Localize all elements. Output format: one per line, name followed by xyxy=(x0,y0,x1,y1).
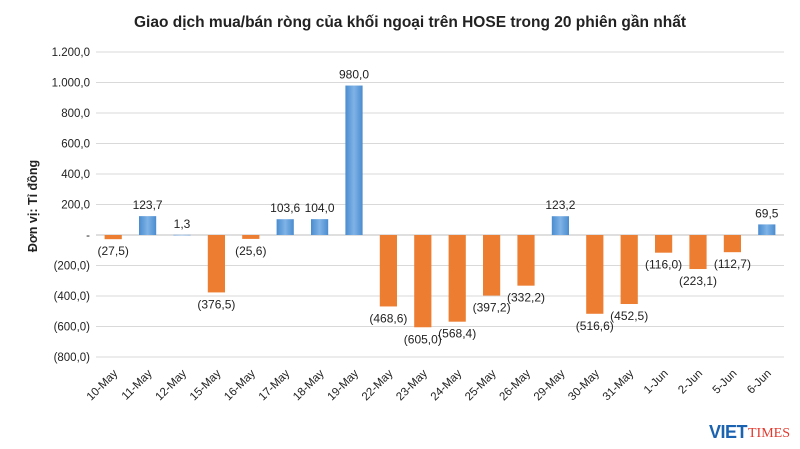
x-axis-ticks: 10-May 11-May12-May15-May16-May17-May18-M… xyxy=(85,367,774,403)
x-tick-label: 22-May xyxy=(360,367,396,403)
data-label: (376,5) xyxy=(197,297,235,311)
data-label: 123,7 xyxy=(133,198,163,212)
x-tick-label: 17-May xyxy=(257,367,293,403)
y-tick-label: 800,0 xyxy=(61,108,90,120)
bar-2-Jun xyxy=(689,235,707,270)
data-label: (25,6) xyxy=(235,244,266,258)
bar-12-May xyxy=(173,234,191,236)
bar-6-Jun xyxy=(758,224,776,235)
x-tick-label: 19-May xyxy=(326,367,362,403)
y-tick-label: - xyxy=(86,230,90,242)
x-tick-label: 25-May xyxy=(463,367,499,403)
data-label: (223,1) xyxy=(679,274,717,288)
x-tick-label: 15-May xyxy=(188,367,224,403)
bar-18-May xyxy=(311,219,329,235)
data-label: 104,0 xyxy=(305,201,335,215)
bar-25-May xyxy=(483,235,501,296)
y-tick-label: 400,0 xyxy=(61,169,90,181)
data-label: (332,2) xyxy=(507,291,545,305)
bar-15-May xyxy=(207,235,225,293)
y-axis-label: Đơn vị: Tỉ đồng xyxy=(26,160,40,252)
data-label: 123,2 xyxy=(545,198,575,212)
bar-24-May xyxy=(448,235,466,322)
x-tick-label: 18-May xyxy=(291,367,327,403)
data-label: 103,6 xyxy=(270,201,300,215)
y-tick-label: 1.000,0 xyxy=(52,78,90,90)
x-tick-label: 26-May xyxy=(498,367,534,403)
bars xyxy=(104,85,776,328)
bar-31-May xyxy=(620,235,638,305)
data-label: (516,6) xyxy=(576,319,614,333)
y-tick-label: (200,0) xyxy=(54,261,91,273)
bar-22-May xyxy=(379,235,397,307)
data-label: (568,4) xyxy=(438,327,476,341)
bar-26-May xyxy=(517,235,535,286)
bar-30-May xyxy=(586,235,604,314)
x-tick-label: 2-Jun xyxy=(676,368,705,397)
chart-title: Giao dịch mua/bán ròng của khối ngoại tr… xyxy=(134,14,686,31)
x-tick-label: 30-May xyxy=(566,367,602,403)
bar-1-Jun xyxy=(655,235,673,253)
logo-text-viet: VIET xyxy=(708,422,748,442)
y-tick-label: (600,0) xyxy=(54,322,91,334)
logo-text-times: TIMES xyxy=(748,426,790,441)
x-tick-label: 11-May xyxy=(120,367,155,402)
data-label: (468,6) xyxy=(369,311,407,325)
x-tick-label: 12-May xyxy=(154,367,190,403)
y-tick-label: (800,0) xyxy=(54,352,91,364)
x-tick-label: 23-May xyxy=(394,367,430,403)
data-label: (605,0) xyxy=(404,332,442,346)
bar-5-Jun xyxy=(723,235,741,253)
bar-11-May xyxy=(139,216,157,235)
bar-17-May xyxy=(276,219,294,235)
x-tick-label: 5-Jun xyxy=(711,368,740,397)
viettimes-logo: VIET TIMES xyxy=(709,422,790,443)
x-tick-label: 29-May xyxy=(532,367,568,403)
y-tick-label: 1.200,0 xyxy=(52,47,90,59)
x-tick-label: 24-May xyxy=(429,367,465,403)
x-tick-label: 31-May xyxy=(601,367,637,403)
data-label: 1,3 xyxy=(174,217,191,231)
data-label: (397,2) xyxy=(473,301,511,315)
x-tick-label: 10-May xyxy=(85,367,121,403)
x-tick-label: 1-Jun xyxy=(642,368,671,397)
bar-23-May xyxy=(414,235,432,328)
bar-29-May xyxy=(551,216,569,235)
bar-10-May xyxy=(104,235,122,240)
data-label: (112,7) xyxy=(714,257,751,271)
data-label: 980,0 xyxy=(339,68,369,82)
data-label: (116,0) xyxy=(645,258,682,272)
data-label: 69,5 xyxy=(755,206,779,220)
data-label: (452,5) xyxy=(610,309,648,323)
x-tick-label: 6-Jun xyxy=(745,368,774,397)
y-tick-label: 200,0 xyxy=(61,200,90,212)
x-tick-label: 16-May xyxy=(222,367,258,403)
bar-19-May xyxy=(345,85,363,235)
bar-16-May xyxy=(242,235,260,239)
y-axis-ticks: 1.200,0 1.000,0 800,0 600,0 400,0 200,0 - (200,… xyxy=(52,47,91,364)
y-tick-label: 600,0 xyxy=(61,139,90,151)
y-tick-label: (400,0) xyxy=(54,291,91,303)
data-label: (27,5) xyxy=(98,244,129,258)
data-labels: (27,5) 123,7 1,3 (376,5) (25,6) 103,6 104,0 980… xyxy=(98,68,779,347)
